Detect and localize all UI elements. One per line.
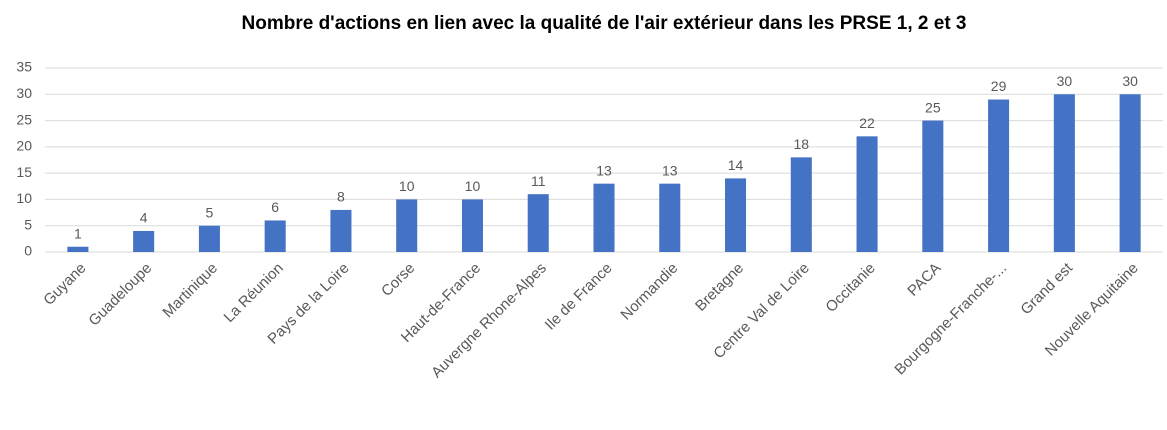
bar	[330, 209, 352, 252]
data-label: 30	[1057, 73, 1073, 89]
data-label: 25	[925, 99, 941, 115]
bar	[922, 120, 944, 252]
data-label: 5	[206, 204, 214, 220]
y-tick-label: 35	[16, 59, 32, 75]
data-label: 4	[140, 210, 148, 226]
x-tick-label: Martinique	[159, 260, 221, 322]
x-tick-label: Normandie	[617, 260, 681, 324]
chart-title: Nombre d'actions en lien avec la qualité…	[242, 13, 967, 34]
data-label: 10	[399, 178, 415, 194]
y-tick-label: 10	[16, 190, 32, 206]
bar	[264, 220, 286, 252]
data-label: 13	[662, 162, 678, 178]
data-label: 18	[794, 136, 810, 152]
x-tick-label: Auvergne Rhone-Alpes	[428, 260, 550, 382]
x-tick-label: Guyane	[40, 260, 89, 309]
bar	[198, 225, 220, 252]
data-label: 22	[859, 115, 875, 131]
data-label: 29	[991, 78, 1007, 94]
y-tick-label: 20	[16, 138, 32, 154]
x-tick-label: Occitanie	[822, 260, 878, 316]
x-tick-label: Bourgogne-Franche-...	[891, 260, 1010, 379]
bar	[527, 194, 549, 252]
data-label: 14	[728, 157, 744, 173]
x-tick-label: Corse	[378, 260, 418, 300]
data-label: 6	[271, 199, 279, 215]
data-label: 30	[1122, 73, 1138, 89]
y-tick-label: 25	[16, 111, 32, 127]
bar	[593, 183, 615, 252]
data-label: 11	[531, 173, 546, 189]
bar	[725, 178, 747, 252]
bar	[133, 230, 155, 252]
x-tick-label: Bretagne	[692, 260, 747, 315]
x-tick-label: Ile de France	[542, 260, 616, 334]
bar	[67, 246, 89, 252]
y-tick-label: 5	[24, 216, 32, 232]
bar	[1053, 94, 1075, 253]
bar	[988, 99, 1010, 253]
x-tick-label: PACA	[904, 260, 944, 300]
data-label: 10	[465, 178, 481, 194]
x-tick-label: Grand est	[1017, 259, 1076, 318]
bar	[856, 136, 878, 252]
data-label: 13	[596, 162, 612, 178]
x-tick-label: Guadeloupe	[85, 260, 155, 330]
bar	[659, 183, 681, 252]
data-label: 1	[74, 225, 82, 241]
y-tick-label: 30	[16, 85, 32, 101]
bar	[461, 199, 483, 252]
bar	[790, 157, 812, 252]
y-tick-label: 0	[24, 243, 32, 259]
data-label: 8	[337, 189, 345, 205]
bar	[396, 199, 418, 252]
bar	[1119, 94, 1141, 253]
y-tick-label: 15	[16, 164, 32, 180]
x-tick-label: La Réunion	[221, 260, 287, 326]
